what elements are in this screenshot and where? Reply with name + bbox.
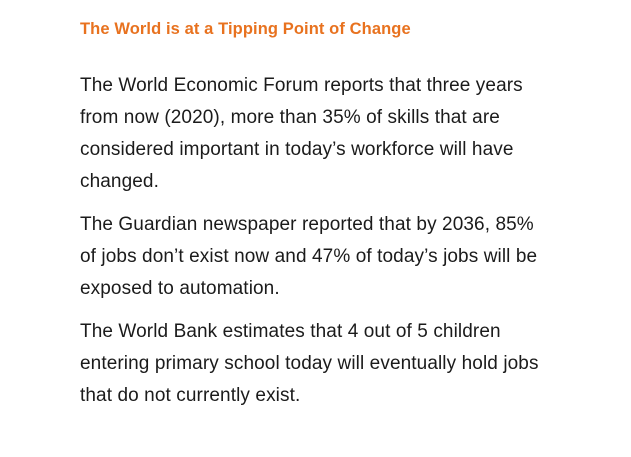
text-line: that do not currently exist. bbox=[80, 385, 301, 406]
paragraph-world-economic-forum: The World Economic Forum reports that th… bbox=[80, 70, 573, 198]
text-line: from now (2020), more than 35% of skills… bbox=[80, 107, 500, 128]
paragraph-world-bank: The World Bank estimates that 4 out of 5… bbox=[80, 316, 573, 412]
text-line: of jobs don’t exist now and 47% of today… bbox=[80, 246, 538, 267]
text-line: The Guardian newspaper reported that by … bbox=[80, 214, 534, 235]
text-line: The World Bank estimates that 4 out of 5… bbox=[80, 321, 501, 342]
paragraph-guardian: The Guardian newspaper reported that by … bbox=[80, 209, 573, 305]
text-line: The World Economic Forum reports that th… bbox=[80, 75, 523, 96]
text-line: exposed to automation. bbox=[80, 278, 280, 299]
text-line: entering primary school today will event… bbox=[80, 353, 539, 374]
slide-heading: The World is at a Tipping Point of Chang… bbox=[80, 20, 411, 38]
text-line: considered important in today’s workforc… bbox=[80, 139, 514, 160]
text-line: changed. bbox=[80, 171, 159, 192]
